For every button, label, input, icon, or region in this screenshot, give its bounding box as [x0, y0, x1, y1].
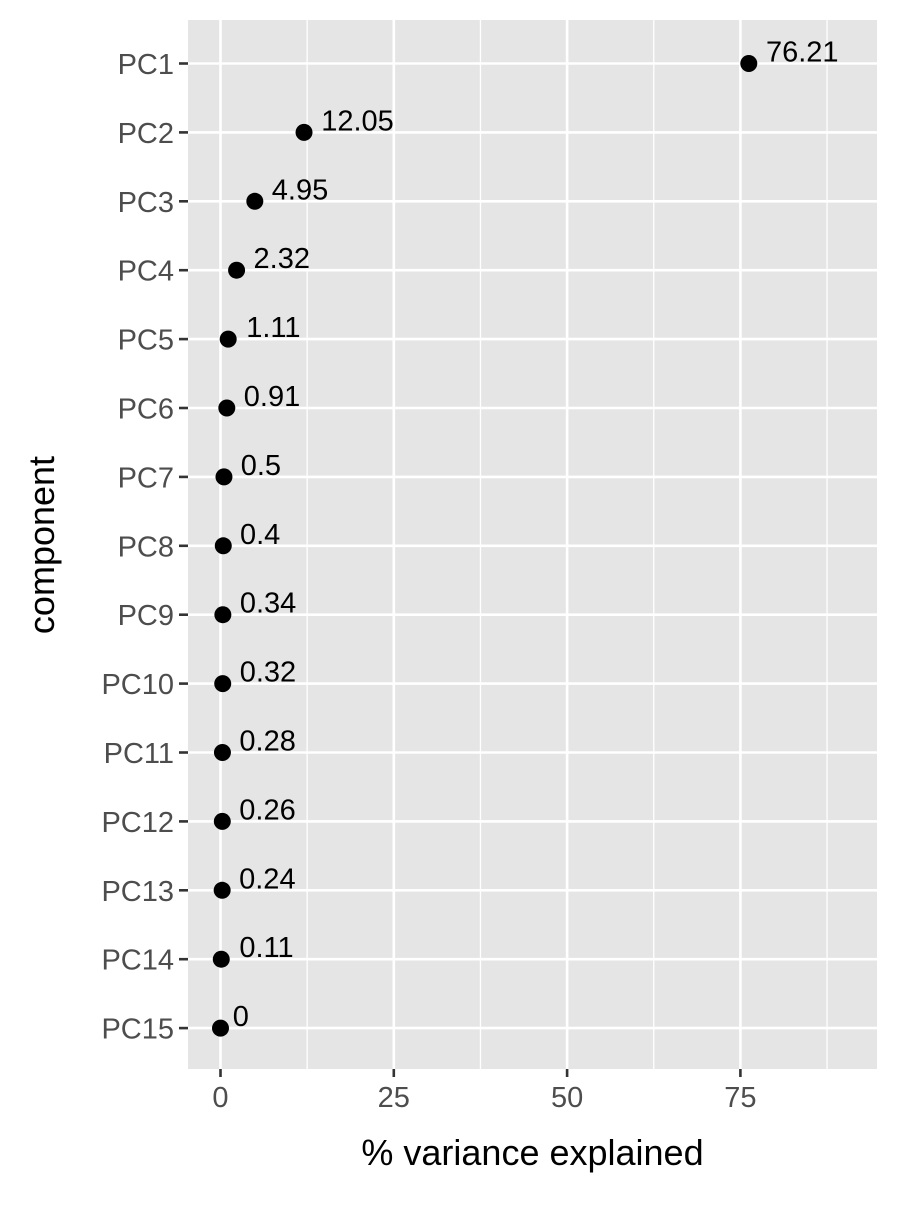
- y-axis-title: component: [21, 456, 62, 634]
- y-tick-label: PC6: [118, 394, 174, 426]
- data-labels: 76.21 12.05 4.95 2.32 1.11 0.91 0.5 0.4 0.34 0.32…: [233, 37, 839, 1034]
- data-point: [213, 812, 231, 830]
- y-tick-label: PC1: [118, 49, 174, 81]
- data-point: [246, 192, 264, 210]
- data-label: 0.26: [239, 794, 295, 826]
- y-tick-label: PC3: [118, 187, 174, 219]
- y-tick-label: PC4: [118, 256, 174, 288]
- axis-ticks: 0 25 50 75 PC1 PC2 PC3 PC4 PC5 PC6 PC7 PC8 PC9 PC10 PC…: [101, 49, 756, 1114]
- y-tick-label: PC14: [101, 945, 174, 977]
- y-tick-label: PC5: [118, 325, 174, 357]
- data-point: [213, 744, 231, 761]
- x-axis-title: % variance explained: [361, 1132, 703, 1173]
- x-tick-label: 75: [724, 1082, 756, 1114]
- gridlines: [188, 20, 877, 1069]
- data-point: [212, 950, 230, 968]
- y-tick-label: PC13: [101, 876, 174, 908]
- data-point: [213, 881, 231, 899]
- data-point: [214, 606, 232, 624]
- x-tick-label: 0: [212, 1082, 228, 1114]
- y-tick-label: PC7: [118, 462, 174, 494]
- data-points: [212, 55, 758, 1037]
- data-label: 2.32: [254, 243, 310, 275]
- data-label: 12.05: [321, 105, 394, 137]
- data-label: 76.21: [766, 37, 839, 69]
- data-label: 0.91: [244, 381, 300, 413]
- data-point: [214, 675, 232, 693]
- data-point: [212, 1019, 229, 1037]
- data-label: 0.4: [240, 519, 280, 551]
- data-point: [218, 399, 236, 417]
- data-label: 0.32: [240, 657, 296, 689]
- data-label: 0: [233, 1001, 249, 1033]
- data-label: 1.11: [246, 312, 300, 344]
- y-tick-label: PC2: [118, 118, 174, 150]
- data-point: [214, 537, 232, 555]
- data-point: [228, 261, 246, 279]
- y-tick-label: PC12: [101, 807, 174, 839]
- data-label: 0.5: [241, 450, 281, 482]
- data-point: [219, 330, 237, 348]
- x-tick-label: 25: [378, 1082, 410, 1114]
- y-tick-label: PC15: [101, 1014, 174, 1046]
- data-point: [215, 468, 233, 486]
- y-tick-label: PC11: [104, 738, 174, 770]
- y-tick-label: PC10: [101, 669, 174, 701]
- data-label: 4.95: [272, 174, 328, 206]
- data-label: 0.24: [239, 863, 295, 895]
- data-label: 0.28: [239, 726, 295, 758]
- data-point: [740, 55, 758, 72]
- data-label: 0.34: [240, 588, 296, 620]
- y-tick-label: PC8: [118, 531, 174, 563]
- y-tick-label: PC9: [118, 600, 174, 632]
- x-tick-label: 50: [551, 1082, 583, 1114]
- data-label: 0.11: [239, 932, 293, 964]
- data-point: [295, 123, 313, 141]
